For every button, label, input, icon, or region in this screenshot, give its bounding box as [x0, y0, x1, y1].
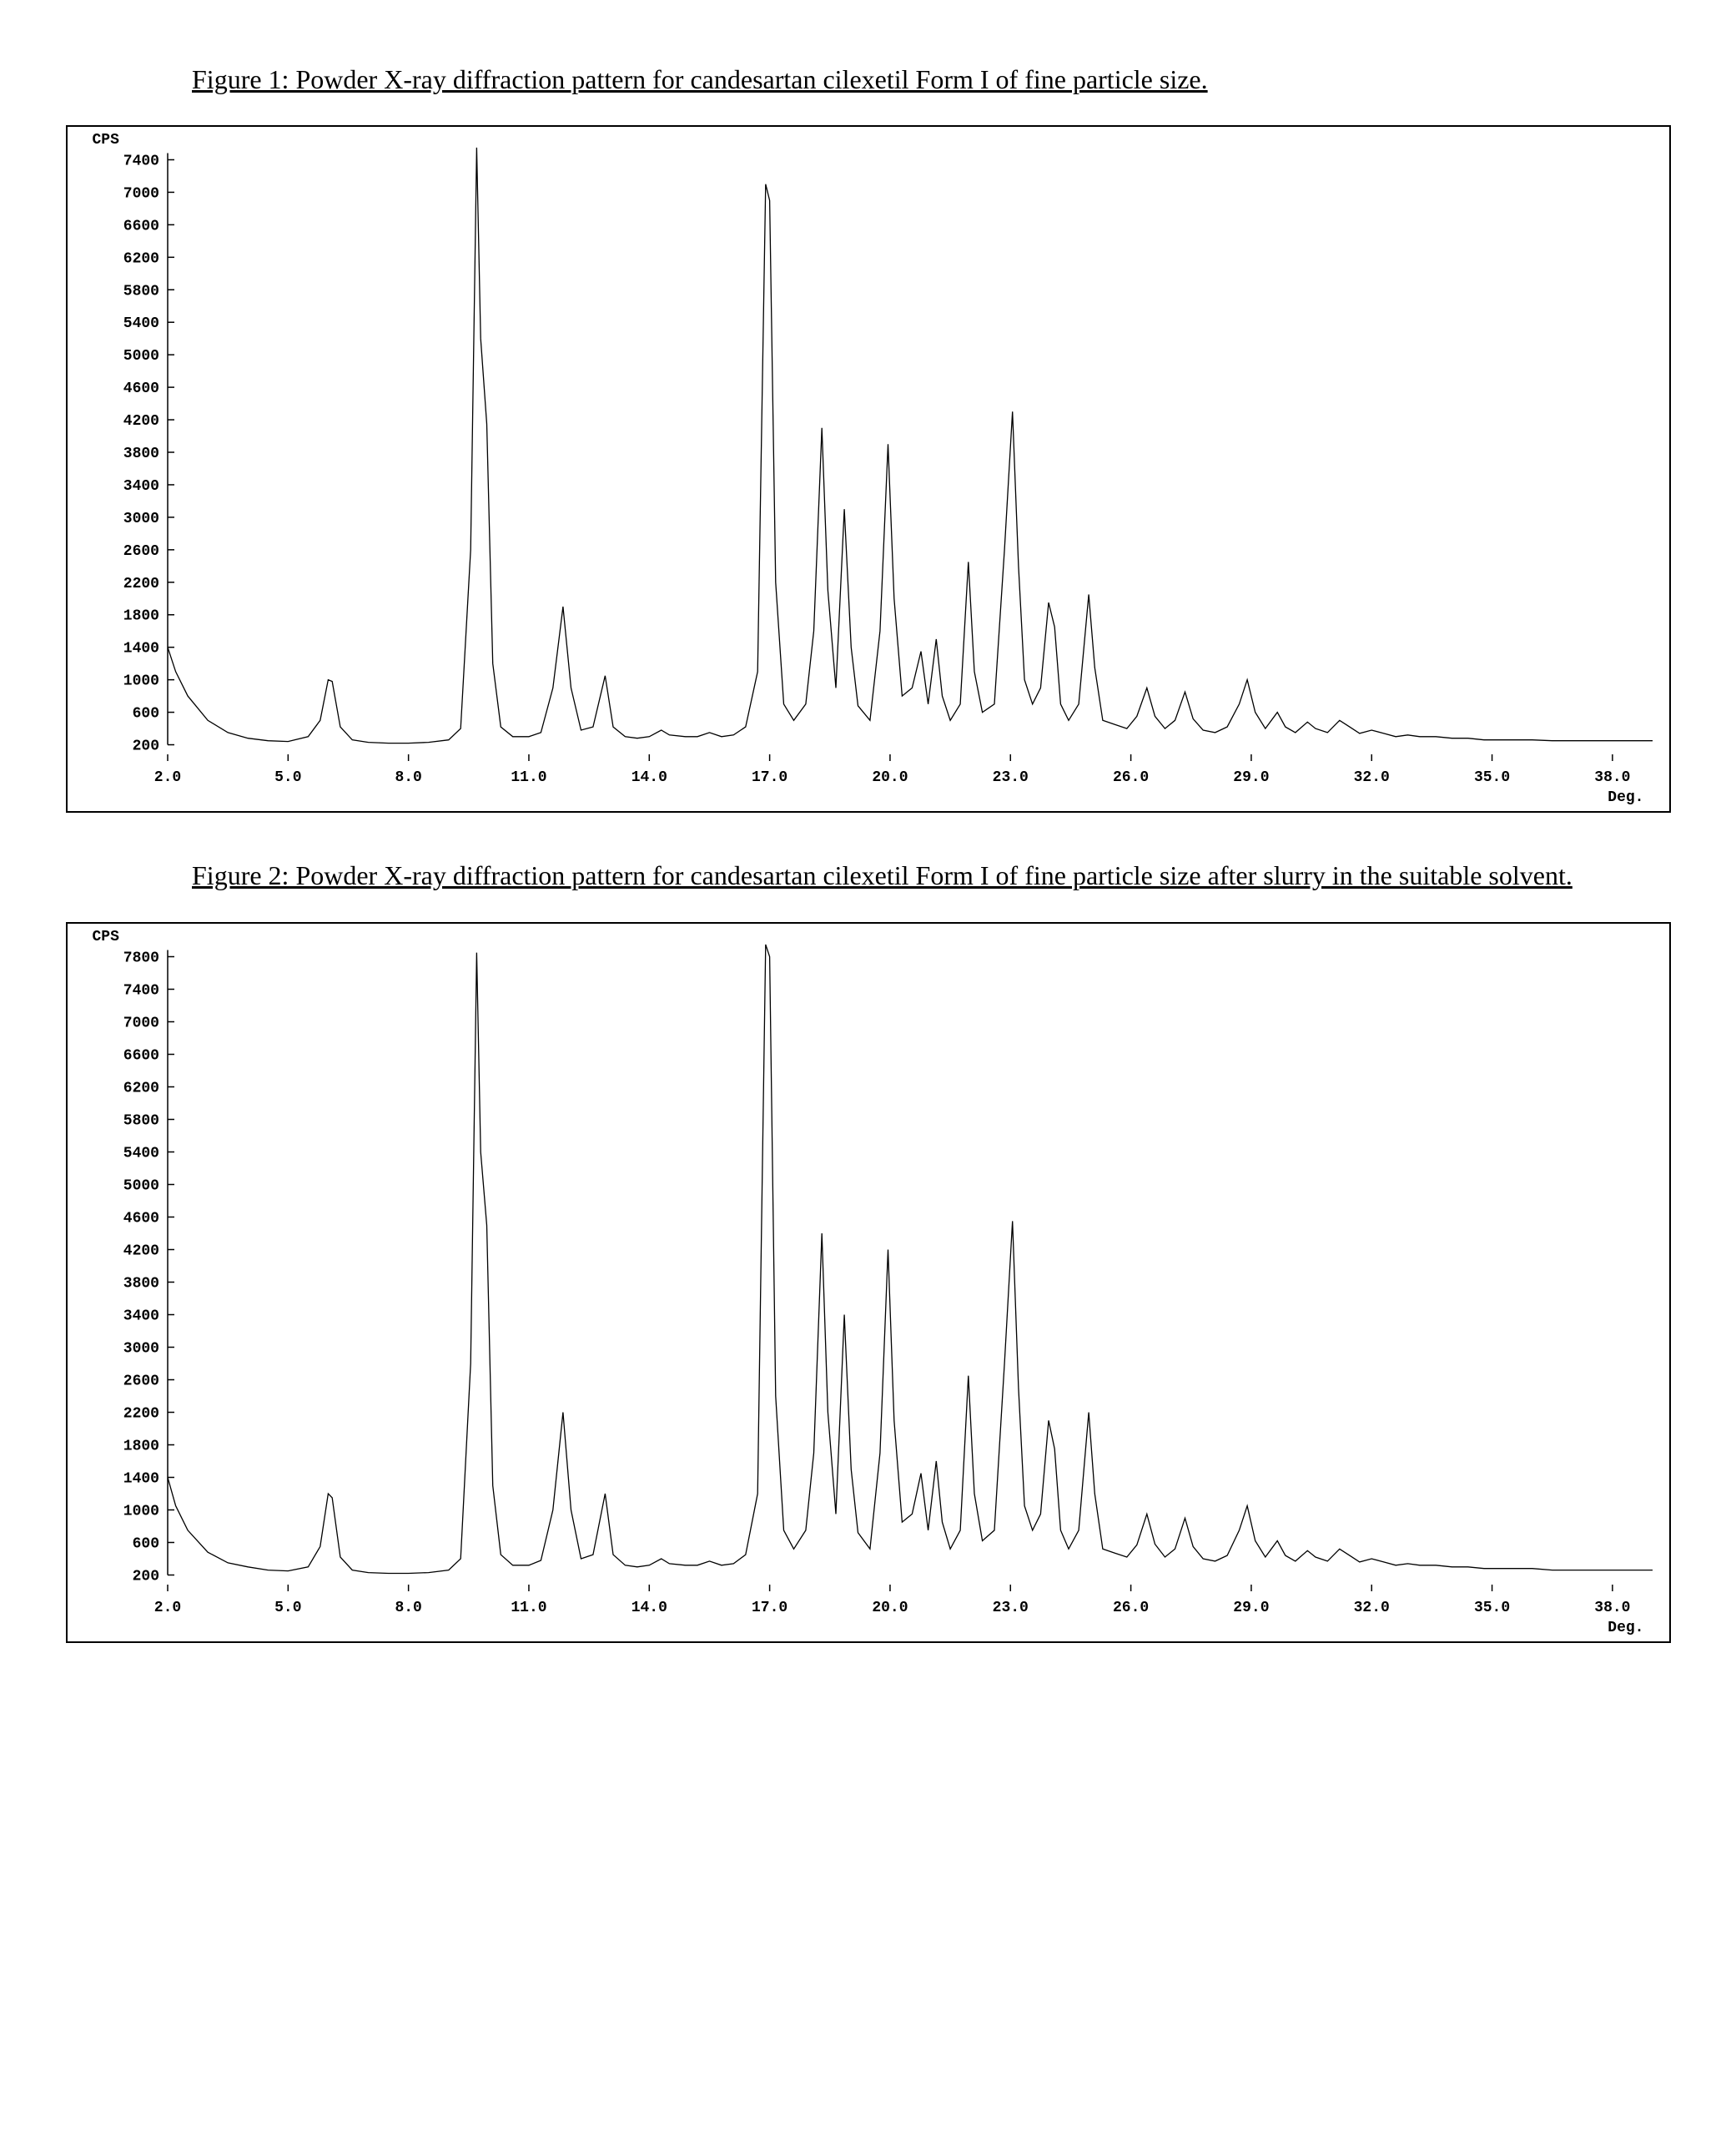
svg-text:2200: 2200 — [123, 1405, 159, 1422]
figure2-y-axis-label: CPS — [93, 929, 119, 945]
svg-text:7000: 7000 — [123, 1015, 159, 1031]
svg-text:5000: 5000 — [123, 1177, 159, 1194]
svg-text:2.0: 2.0 — [153, 769, 180, 786]
svg-text:5000: 5000 — [123, 349, 159, 365]
svg-text:1000: 1000 — [123, 673, 159, 690]
svg-text:4600: 4600 — [123, 381, 159, 397]
svg-text:2.0: 2.0 — [153, 1600, 180, 1616]
svg-text:14.0: 14.0 — [631, 769, 667, 786]
svg-text:29.0: 29.0 — [1233, 1600, 1269, 1616]
svg-text:38.0: 38.0 — [1594, 1600, 1630, 1616]
svg-text:4200: 4200 — [123, 413, 159, 430]
figure2-chart-svg: 200 600 1000 1400 1800 2200 2600 3000 3400 3800 42… — [68, 924, 1669, 1641]
svg-text:8.0: 8.0 — [395, 1600, 421, 1616]
svg-text:5.0: 5.0 — [274, 1600, 301, 1616]
svg-text:26.0: 26.0 — [1112, 769, 1148, 786]
figure1-chart-frame: CPS 200 600 1000 1400 1800 2200 2600 3000 3400 38… — [66, 125, 1671, 813]
svg-text:5800: 5800 — [123, 1112, 159, 1129]
svg-text:29.0: 29.0 — [1233, 769, 1269, 786]
svg-text:17.0: 17.0 — [752, 769, 787, 786]
svg-text:3400: 3400 — [123, 1308, 159, 1324]
svg-text:6600: 6600 — [123, 1047, 159, 1064]
svg-text:7800: 7800 — [123, 950, 159, 966]
svg-text:35.0: 35.0 — [1473, 1600, 1509, 1616]
svg-text:17.0: 17.0 — [752, 1600, 787, 1616]
svg-text:600: 600 — [132, 706, 159, 723]
svg-text:7400: 7400 — [123, 154, 159, 170]
svg-text:2200: 2200 — [123, 576, 159, 592]
figure1-caption-text: Figure 1: Powder X-ray diffraction patte… — [192, 64, 1208, 94]
svg-text:5800: 5800 — [123, 284, 159, 300]
svg-text:4600: 4600 — [123, 1210, 159, 1227]
svg-text:3000: 3000 — [123, 1340, 159, 1357]
svg-text:23.0: 23.0 — [992, 1600, 1028, 1616]
svg-text:3800: 3800 — [123, 1275, 159, 1292]
svg-text:1800: 1800 — [123, 608, 159, 625]
svg-text:3000: 3000 — [123, 511, 159, 527]
svg-text:600: 600 — [132, 1535, 159, 1552]
svg-text:200: 200 — [132, 1568, 159, 1585]
svg-text:5400: 5400 — [123, 316, 159, 333]
svg-text:35.0: 35.0 — [1473, 769, 1509, 786]
svg-text:5400: 5400 — [123, 1145, 159, 1162]
svg-text:20.0: 20.0 — [872, 1600, 908, 1616]
svg-text:3800: 3800 — [123, 446, 159, 462]
svg-text:4200: 4200 — [123, 1242, 159, 1259]
svg-text:8.0: 8.0 — [395, 769, 421, 786]
svg-text:7000: 7000 — [123, 186, 159, 203]
figure1-x-axis-label: Deg. — [1608, 789, 1643, 806]
svg-text:1400: 1400 — [123, 641, 159, 658]
svg-text:7400: 7400 — [123, 982, 159, 999]
svg-text:32.0: 32.0 — [1353, 1600, 1389, 1616]
svg-text:26.0: 26.0 — [1112, 1600, 1148, 1616]
svg-text:1000: 1000 — [123, 1503, 159, 1520]
svg-text:2600: 2600 — [123, 1373, 159, 1389]
svg-text:200: 200 — [132, 738, 159, 755]
svg-text:14.0: 14.0 — [631, 1600, 667, 1616]
figure2-chart-frame: CPS 200 600 1000 1400 1800 2200 2600 3000 3400 38… — [66, 922, 1671, 1643]
svg-text:6600: 6600 — [123, 219, 159, 235]
svg-text:1400: 1400 — [123, 1470, 159, 1487]
svg-text:1800: 1800 — [123, 1438, 159, 1454]
svg-text:2600: 2600 — [123, 543, 159, 560]
figure2-caption: Figure 2: Powder X-ray diffraction patte… — [25, 846, 1711, 905]
svg-text:20.0: 20.0 — [872, 769, 908, 786]
figure1-caption: Figure 1: Powder X-ray diffraction patte… — [25, 50, 1711, 108]
svg-text:3400: 3400 — [123, 478, 159, 495]
svg-text:32.0: 32.0 — [1353, 769, 1389, 786]
svg-text:11.0: 11.0 — [511, 769, 546, 786]
svg-text:23.0: 23.0 — [992, 769, 1028, 786]
figure1-y-axis-label: CPS — [93, 132, 119, 149]
svg-text:38.0: 38.0 — [1594, 769, 1630, 786]
figure2-x-axis-label: Deg. — [1608, 1620, 1643, 1636]
svg-text:5.0: 5.0 — [274, 769, 301, 786]
svg-text:11.0: 11.0 — [511, 1600, 546, 1616]
figure1-chart-svg: 200 600 1000 1400 1800 2200 2600 3000 3400 3800 42… — [68, 127, 1669, 811]
svg-text:6200: 6200 — [123, 1080, 159, 1096]
svg-text:6200: 6200 — [123, 251, 159, 268]
figure2-caption-text: Figure 2: Powder X-ray diffraction patte… — [192, 860, 1572, 890]
